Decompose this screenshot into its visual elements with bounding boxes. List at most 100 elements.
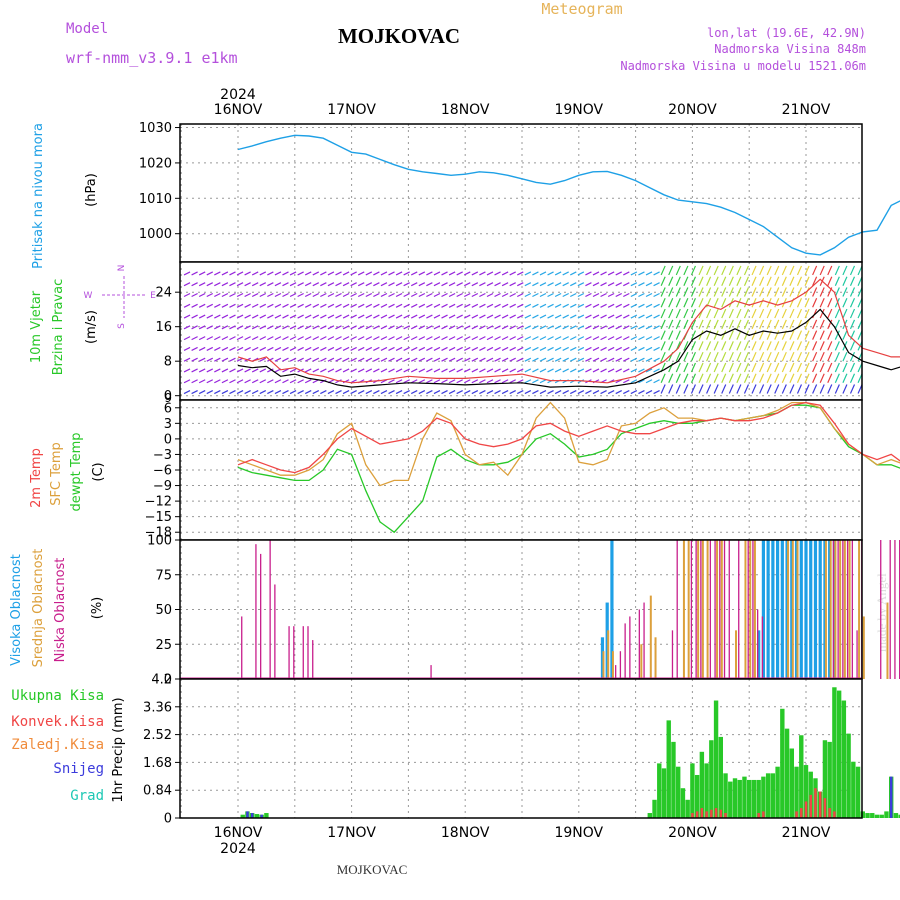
wind-direction-stroke	[638, 336, 645, 341]
wind-direction-stroke	[509, 271, 516, 276]
wind-direction-stroke	[312, 346, 320, 351]
wind-direction-stroke	[653, 314, 660, 319]
wind-direction-stroke	[516, 303, 524, 308]
wind-direction-stroke	[690, 276, 697, 286]
wind-direction-stroke	[282, 346, 289, 351]
wind-direction-stroke	[388, 325, 395, 330]
precip_conv-bar	[814, 788, 817, 818]
y-tick-label: −3	[153, 448, 172, 463]
wind-direction-stroke	[547, 303, 554, 308]
cloud_low-bar	[894, 540, 896, 679]
wind-direction-stroke	[282, 282, 289, 287]
wind-direction-stroke	[486, 303, 494, 308]
precip_conv-bar	[695, 811, 699, 818]
wind-direction-stroke	[350, 271, 357, 276]
model-label: Model	[66, 21, 108, 37]
wind-direction-stroke	[456, 336, 463, 341]
wind-direction-stroke	[191, 271, 198, 276]
cloud_high-bar	[828, 540, 832, 679]
wind-direction-stroke	[433, 368, 441, 373]
wind-direction-stroke	[630, 379, 638, 384]
wind-direction-stroke	[183, 357, 191, 362]
wind-direction-stroke	[456, 314, 463, 319]
wind-direction-stroke	[713, 362, 719, 373]
wind-direction-stroke	[834, 319, 840, 330]
wind-direction-stroke	[630, 368, 638, 373]
wind-direction-stroke	[592, 314, 600, 319]
wind-direction-stroke	[736, 384, 742, 394]
wind-direction-stroke	[585, 314, 592, 319]
wind-direction-stroke	[463, 303, 471, 308]
precip_total-bar	[860, 811, 865, 818]
wind-direction-stroke	[494, 303, 501, 308]
precip_conv-bar	[804, 801, 808, 818]
cloud_mid-bar	[720, 540, 723, 679]
day-label-top: 20NOV	[668, 102, 717, 118]
day-label-top: 16NOV	[214, 102, 263, 118]
wind-direction-stroke	[653, 357, 660, 362]
precip-legend-snow: Snijeg	[53, 761, 104, 777]
wind-direction-stroke	[781, 265, 787, 276]
cloud_mid-bar	[843, 540, 846, 679]
cloud_mid-bar	[824, 540, 827, 679]
year-bottom: 2024	[220, 841, 256, 857]
wind-direction-stroke	[244, 303, 251, 308]
wind-direction-stroke	[827, 276, 833, 286]
wind-direction-stroke	[615, 368, 622, 373]
wind-direction-stroke	[410, 271, 418, 276]
wind-direction-stroke	[274, 292, 282, 298]
wind-direction-stroke	[380, 336, 388, 341]
wind-direction-stroke	[743, 330, 750, 340]
wind-direction-stroke	[206, 336, 214, 341]
wind-direction-stroke	[509, 292, 516, 298]
wind-direction-stroke	[267, 271, 274, 276]
wind-direction-stroke	[600, 282, 607, 287]
wind-direction-stroke	[267, 368, 274, 373]
wind-direction-stroke	[433, 271, 441, 276]
wind-direction-stroke	[410, 292, 418, 298]
wind-direction-stroke	[660, 287, 666, 297]
wind-direction-stroke	[191, 292, 198, 298]
wind-direction-stroke	[342, 379, 350, 384]
wind-direction-stroke	[585, 303, 592, 308]
cloud_mid-bar	[796, 540, 799, 679]
wind-direction-stroke	[198, 379, 206, 384]
wind-direction-stroke	[501, 389, 509, 395]
wind-direction-stroke	[834, 330, 840, 340]
wind-direction-stroke	[357, 346, 365, 351]
y-tick-label: 24	[155, 286, 172, 301]
precip-ylabel: 1hr Precip (mm)	[111, 697, 126, 802]
wind-direction-stroke	[849, 308, 856, 319]
wind-direction-stroke	[320, 303, 327, 308]
wind-direction-stroke	[539, 325, 547, 330]
wind-direction-stroke	[373, 303, 380, 308]
cloud_low-bar	[723, 540, 726, 679]
wind-direction-stroke	[698, 341, 704, 351]
model-altitude-label: Nadmorska Visina u modelu 1521.06m	[620, 59, 866, 73]
wind-direction-stroke	[683, 362, 689, 373]
precip_total-bar	[784, 728, 790, 818]
wind-direction-stroke	[607, 346, 615, 351]
wind-direction-stroke	[645, 389, 653, 395]
wind-direction-stroke	[660, 351, 666, 362]
wind-direction-stroke	[774, 351, 780, 362]
wind-direction-stroke	[388, 389, 395, 395]
wind-direction-stroke	[479, 271, 486, 276]
wind-direction-stroke	[638, 379, 645, 384]
wind-direction-stroke	[539, 389, 547, 395]
wind-direction-stroke	[698, 319, 704, 330]
wind-direction-stroke	[320, 346, 327, 351]
wind-direction-stroke	[706, 276, 712, 286]
precip_total-bar	[855, 766, 861, 818]
wind-direction-stroke	[532, 282, 539, 287]
precip_total-bar	[661, 768, 667, 818]
wind-direction-stroke	[365, 357, 373, 362]
wind-direction-stroke	[570, 325, 577, 330]
wind-direction-stroke	[516, 336, 524, 341]
wind-direction-stroke	[509, 357, 516, 362]
wind-direction-stroke	[373, 346, 380, 351]
wind-direction-stroke	[827, 308, 833, 319]
wind-direction-stroke	[335, 389, 342, 395]
wind-direction-stroke	[812, 384, 818, 394]
t2m-series	[237, 401, 900, 474]
